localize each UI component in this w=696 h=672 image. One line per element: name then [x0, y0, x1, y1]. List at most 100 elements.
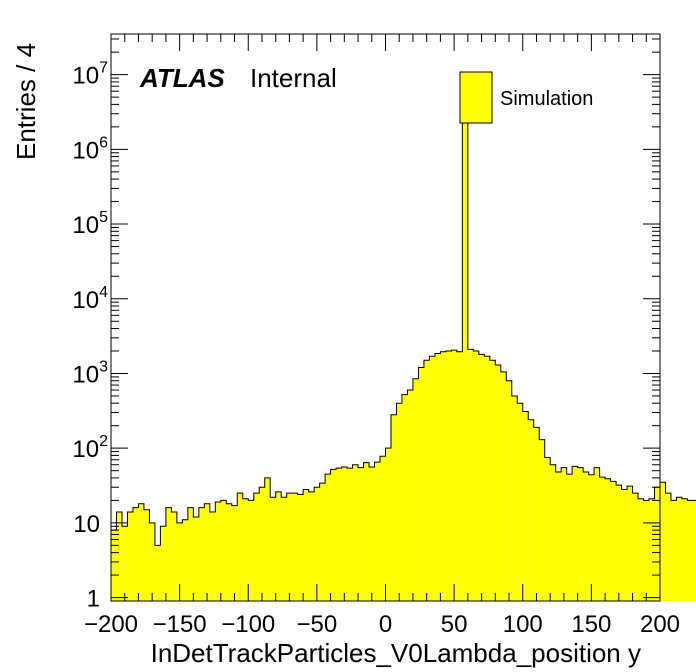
histogram-bin	[517, 403, 523, 601]
histogram-bin	[319, 483, 326, 601]
histogram-bin	[539, 439, 545, 601]
histogram-bin	[676, 497, 682, 601]
histogram-bin	[594, 467, 600, 601]
histogram-bin	[423, 360, 430, 601]
histogram-bin	[237, 493, 243, 601]
histogram-bin	[506, 380, 512, 601]
histogram-bin	[182, 519, 188, 601]
histogram-bin	[687, 500, 693, 601]
histogram-bin	[275, 491, 282, 601]
histogram-bin	[566, 474, 573, 601]
x-tick-label: 50	[441, 611, 468, 638]
histogram-bin	[544, 457, 551, 601]
histogram-bin	[303, 489, 309, 601]
histogram-bin	[336, 468, 342, 601]
histogram-bin	[143, 509, 150, 601]
histogram-bin	[605, 478, 611, 601]
histogram-bin	[259, 487, 265, 601]
y-tick-label: 105	[72, 209, 108, 239]
histogram-bin	[253, 493, 260, 601]
histogram-bin	[660, 482, 666, 601]
histogram-bin	[440, 351, 446, 601]
histogram-bin	[522, 411, 529, 601]
histogram-bin	[599, 477, 606, 601]
histogram-bin	[111, 530, 117, 601]
histogram-bin	[451, 350, 457, 601]
histogram-bin	[627, 486, 633, 601]
y-tick-label: 103	[72, 358, 108, 388]
legend-label-simulation: Simulation	[500, 88, 593, 110]
histogram-bin	[577, 467, 584, 601]
y-tick-label: 107	[72, 60, 108, 90]
histogram-bin	[231, 505, 238, 601]
histogram-bin	[149, 522, 155, 601]
histogram-bin	[242, 498, 249, 601]
histogram-bin	[165, 507, 172, 601]
histogram-layer	[110, 119, 696, 601]
x-axis-title: InDetTrackParticles_V0Lambda_position y	[151, 638, 641, 668]
histogram-bin	[347, 468, 353, 601]
histogram-bin	[489, 360, 496, 601]
histogram-bin	[478, 354, 485, 601]
histogram-bin	[187, 507, 194, 601]
histogram-bin	[270, 497, 276, 601]
histogram-bin	[127, 511, 133, 601]
histogram-bin	[692, 500, 696, 601]
histogram-bin	[132, 507, 139, 601]
histogram-bin	[215, 502, 221, 601]
histogram-bin	[325, 474, 331, 601]
histogram-bin	[555, 471, 562, 601]
histogram-bin	[434, 353, 441, 601]
histogram-bin	[385, 448, 391, 601]
x-tick-label: −50	[297, 611, 338, 638]
histogram-bin	[473, 350, 479, 601]
histogram-bin	[390, 414, 397, 601]
histogram-bin	[209, 511, 216, 601]
histogram-bin	[292, 493, 298, 601]
histogram-bin	[226, 503, 232, 601]
x-tick-label: 150	[571, 611, 611, 638]
histogram-bin	[193, 516, 199, 601]
histogram-bin	[649, 498, 655, 601]
histogram-bin	[632, 493, 639, 601]
histogram-bin	[533, 427, 540, 601]
histogram-bin	[445, 350, 452, 601]
histogram-bin	[281, 497, 287, 601]
histogram-bin	[429, 356, 435, 601]
y-axis-title: Entries / 4	[11, 43, 41, 160]
y-tick-label: 106	[72, 134, 108, 164]
histogram-bin	[681, 498, 688, 601]
histogram-bin	[665, 493, 671, 601]
histogram-bin	[616, 485, 622, 601]
histogram-bin	[610, 481, 617, 601]
histogram-bin	[204, 503, 210, 601]
histogram-bin	[462, 119, 468, 601]
histogram-bin	[621, 489, 628, 601]
y-tick-label: 104	[72, 284, 108, 314]
histogram-bin	[643, 500, 650, 601]
histogram-bin	[363, 462, 370, 601]
histogram-bin	[550, 464, 556, 601]
histogram-bin	[561, 467, 567, 601]
histogram-bin	[341, 466, 348, 601]
histogram-bin	[528, 419, 534, 601]
histogram-bin	[495, 364, 501, 601]
histogram-bin	[358, 467, 364, 601]
histogram-bin	[160, 526, 166, 601]
legend: Simulation	[459, 71, 593, 124]
histogram-bin	[220, 500, 227, 601]
histogram-bin	[588, 474, 595, 601]
histogram-bin	[264, 477, 271, 601]
histogram-outline	[110, 119, 696, 601]
histogram-bin	[670, 500, 677, 601]
histogram-bin	[308, 491, 315, 601]
histogram-bin	[583, 471, 589, 601]
histogram-bin	[396, 403, 402, 601]
histogram-bin	[511, 395, 518, 601]
x-tick-label: −200	[84, 611, 138, 638]
atlas-status: Internal	[250, 63, 337, 93]
histogram-bin	[286, 493, 293, 601]
histogram-bin	[638, 498, 644, 601]
axis-ticks	[110, 34, 661, 601]
x-tick-label: 200	[640, 611, 680, 638]
